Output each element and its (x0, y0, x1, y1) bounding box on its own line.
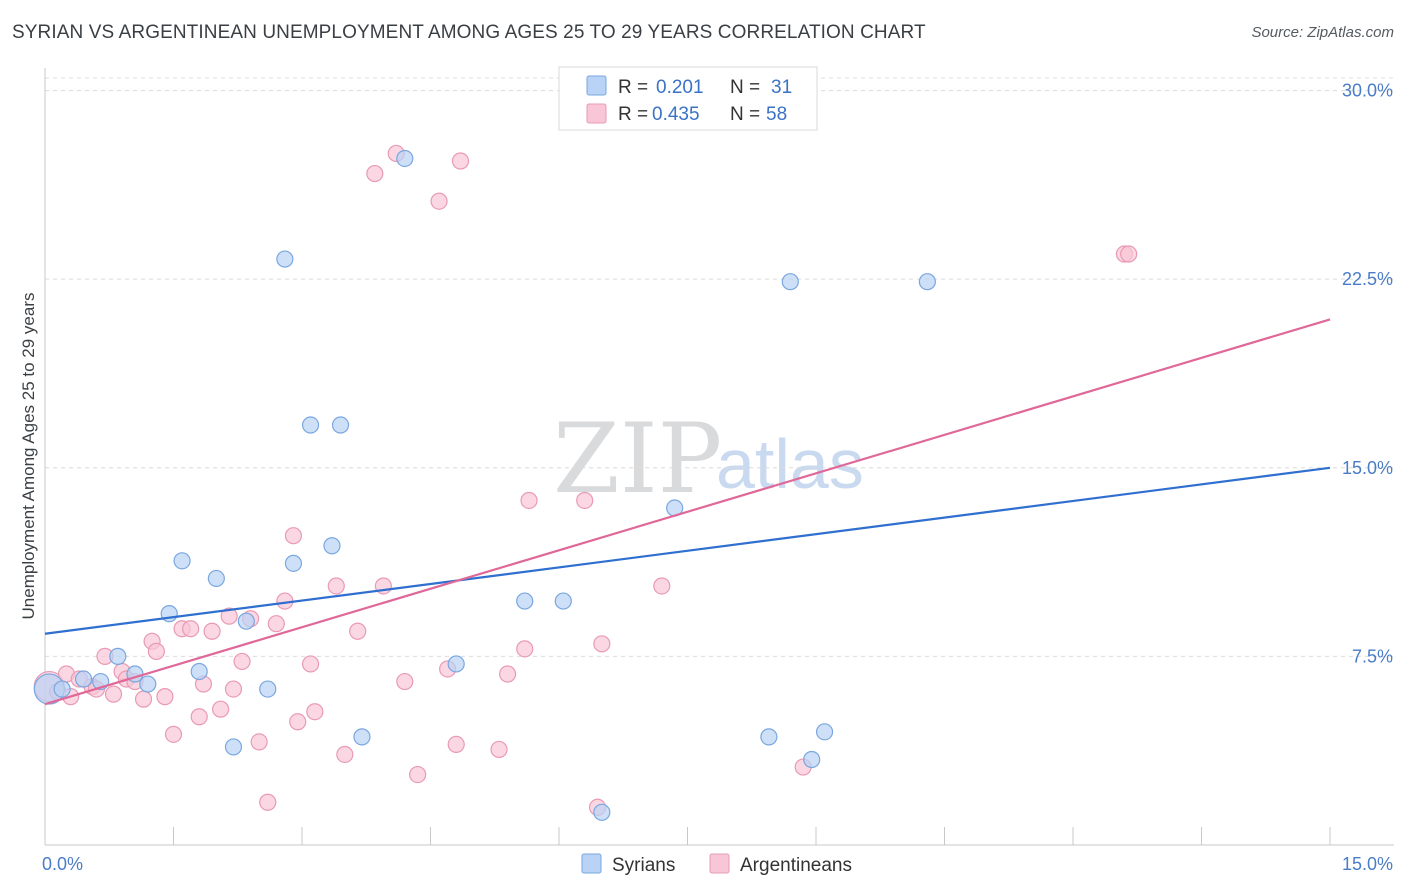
gridlines (45, 77, 1394, 657)
argentinean-point (430, 192, 448, 210)
chart-title: SYRIAN VS ARGENTINEAN UNEMPLOYMENT AMONG… (12, 22, 926, 43)
argentineans-n-label: N = (730, 104, 760, 125)
syrian-point (760, 728, 778, 746)
syrians-r-value: 0.201 (656, 77, 704, 98)
argentinean-point (349, 622, 367, 640)
syrian-point (284, 554, 303, 572)
syrians-n-label: N = (730, 77, 760, 98)
syrian-point (593, 803, 611, 821)
legend-syrians-swatch (581, 853, 602, 874)
argentineans-r-value: 0.435 (652, 104, 700, 125)
syrians-swatch (586, 75, 607, 96)
argentinean-point (233, 652, 251, 671)
syrian-point (353, 728, 371, 746)
watermark: ZIP atlas (553, 403, 864, 515)
trend-lines (44, 318, 1331, 706)
x-tick-label: 0.0% (42, 854, 83, 874)
argentinean-point (306, 703, 324, 721)
argentinean-point (289, 713, 307, 731)
syrian-point (815, 723, 834, 741)
legend-argentineans-label: Argentineans (740, 855, 852, 876)
argentinean-point (134, 690, 153, 708)
argentineans-trend-line (44, 318, 1331, 706)
argentineans-n-value: 58 (766, 104, 787, 125)
argentinean-point (653, 577, 671, 595)
syrians-trend-line (44, 466, 1331, 635)
syrian-point (109, 647, 127, 665)
y-axis-title: Unemployment Among Ages 25 to 29 years (19, 293, 38, 620)
argentinean-point (516, 640, 534, 658)
syrian-point (207, 569, 225, 588)
syrian-point (781, 273, 799, 291)
argentinean-point (259, 793, 277, 811)
argentinean-point (409, 765, 427, 784)
argentinean-point (396, 672, 414, 691)
argentinean-point (447, 735, 465, 754)
argentineans-r-label: R = (618, 104, 648, 125)
argentinean-point (490, 740, 508, 759)
argentinean-point (301, 655, 320, 673)
argentinean-point (250, 733, 268, 751)
argentinean-point (327, 577, 345, 595)
axes (44, 68, 1394, 846)
stats-legend: R = 0.201 N = 31 R = 0.435 N = 58 (558, 66, 818, 131)
source-credit: Source: ZipAtlas.com (1251, 24, 1394, 41)
syrian-point (554, 592, 572, 610)
syrian-point (74, 670, 93, 688)
syrian-point (276, 250, 294, 268)
syrian-point (323, 537, 341, 555)
argentinean-point (104, 685, 123, 703)
argentinean-point (366, 164, 384, 183)
argentineans-swatch (586, 103, 607, 124)
syrian-point (331, 416, 350, 434)
watermark-atlas: atlas (716, 425, 864, 503)
syrian-point (301, 416, 320, 434)
argentinean-point (224, 680, 243, 698)
argentinean-point (267, 615, 285, 633)
legend-argentineans-swatch (709, 853, 730, 874)
argentinean-point (336, 745, 354, 764)
legend-syrians-label: Syrians (612, 855, 675, 876)
argentinean-point (499, 665, 517, 683)
argentinean-point (164, 725, 183, 743)
argentinean-point (284, 527, 303, 545)
syrian-point (396, 149, 414, 168)
syrian-point (139, 675, 157, 693)
y-tick-label: 22.5% (1342, 269, 1393, 289)
syrian-point (190, 662, 208, 681)
syrian-point (237, 612, 255, 630)
argentinean-point (203, 622, 221, 640)
argentinean-point (212, 700, 230, 718)
syrians-n-value: 31 (771, 77, 792, 98)
syrian-point (918, 273, 936, 291)
y-tick-label: 30.0% (1342, 81, 1393, 101)
syrians-r-label: R = (618, 77, 648, 98)
x-tick-label: 15.0% (1342, 854, 1393, 874)
argentinean-point (182, 620, 200, 638)
syrian-point (224, 738, 243, 756)
argentinean-point (147, 642, 165, 660)
argentinean-point (1120, 245, 1138, 263)
argentinean-point (451, 152, 470, 170)
y-tick-label: 7.5% (1352, 646, 1393, 666)
syrian-point (53, 680, 71, 698)
argentinean-point (220, 607, 238, 625)
argentinean-point (520, 491, 538, 510)
argentinean-point (593, 635, 611, 653)
syrian-point (173, 552, 191, 570)
syrians-points (33, 149, 936, 821)
argentinean-point (576, 491, 594, 510)
y-tick-label: 15.0% (1342, 458, 1393, 478)
syrian-point (259, 680, 277, 698)
syrian-point (447, 655, 465, 673)
syrian-point (516, 592, 534, 610)
syrian-point (803, 750, 821, 769)
bottom-legend: Syrians Argentineans (581, 853, 852, 876)
argentinean-point (190, 708, 208, 726)
tick-labels: 7.5% 15.0% 22.5% 30.0% 0.0% 15.0% (42, 81, 1393, 874)
argentinean-point (156, 688, 174, 706)
